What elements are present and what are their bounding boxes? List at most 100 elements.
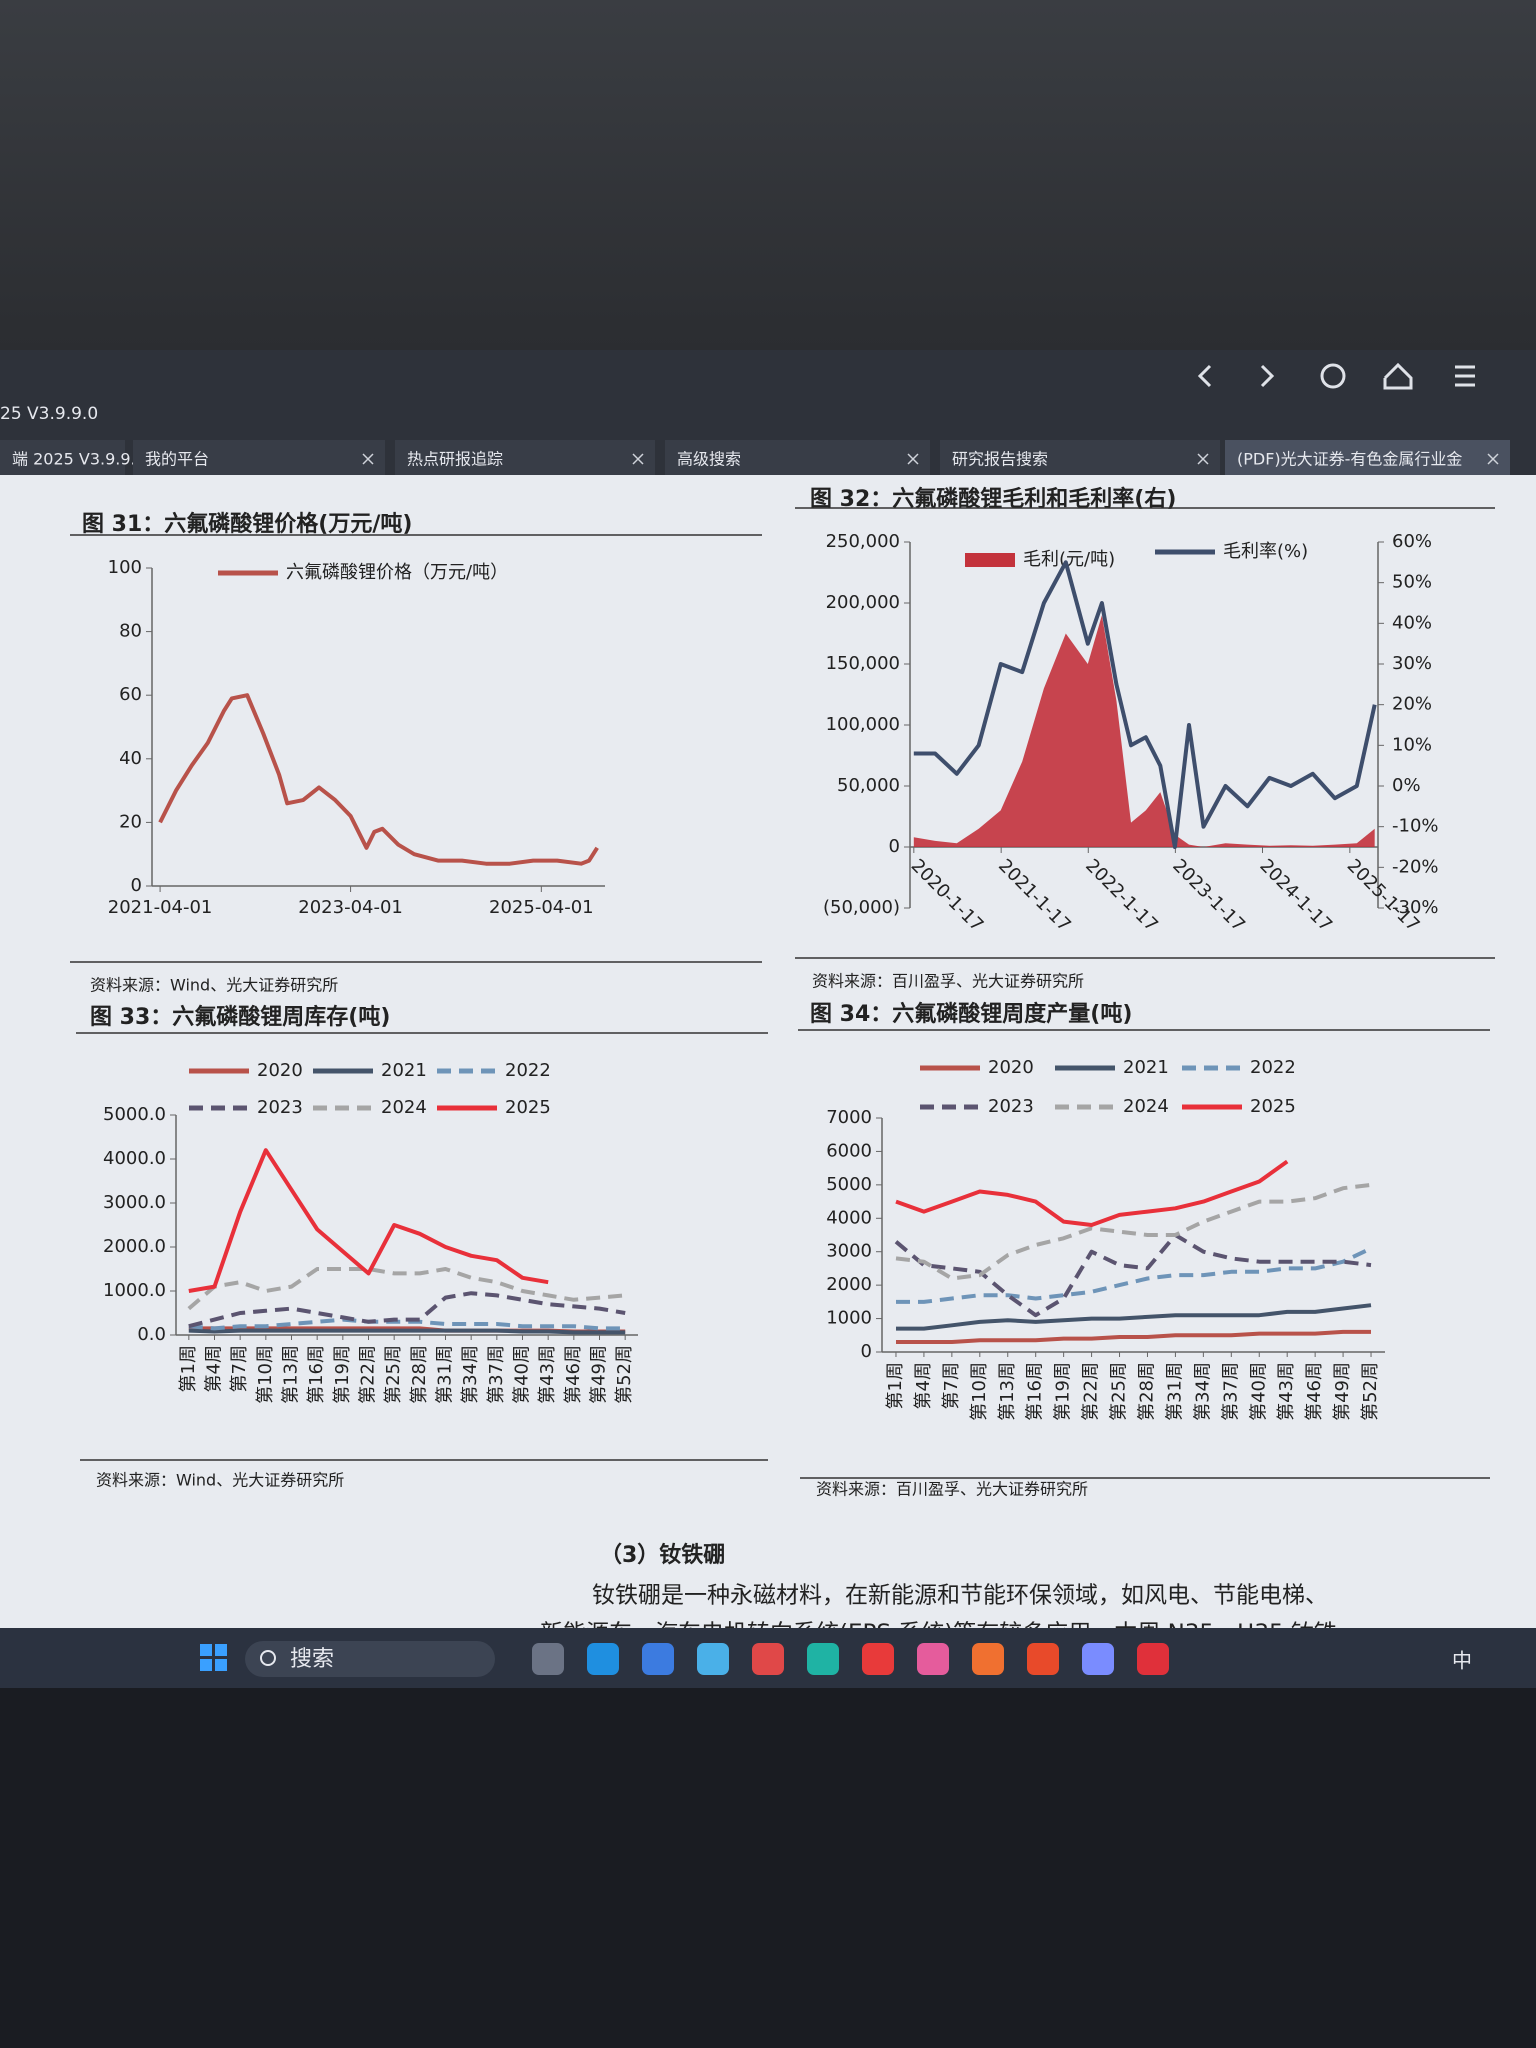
app-icon[interactable] — [862, 1643, 894, 1675]
keyboard-area — [0, 1688, 1536, 2048]
y2-tick-label: -20% — [1392, 856, 1439, 877]
x-tick-label: 第31周 — [1164, 1362, 1185, 1421]
x-tick-label: 第1周 — [178, 1345, 199, 1392]
x-tick-label: 第46周 — [563, 1345, 584, 1404]
forward-icon[interactable] — [1260, 364, 1275, 388]
tab[interactable] — [133, 440, 385, 476]
home-icon[interactable] — [1383, 362, 1413, 390]
y2-tick-label: 10% — [1392, 734, 1432, 755]
y-tick-label: 50,000 — [837, 775, 900, 796]
x-tick-label: 第1周 — [885, 1362, 906, 1409]
start-tile — [215, 1644, 227, 1656]
x-tick-label: 第40周 — [1248, 1362, 1269, 1421]
y2-tick-label: 40% — [1392, 612, 1432, 633]
line — [188, 1328, 626, 1335]
refresh-icon[interactable] — [1320, 363, 1346, 389]
chart-title: 图 33：六氟磷酸锂周库存(吨) — [90, 1004, 390, 1030]
app-icon[interactable] — [1082, 1643, 1114, 1675]
y-tick-label: 0 — [131, 875, 142, 896]
y-tick-label: 1000.0 — [103, 1280, 166, 1301]
app-icon[interactable] — [532, 1643, 564, 1675]
y-tick-label: (50,000) — [823, 897, 900, 918]
tab[interactable] — [0, 440, 125, 476]
y-tick-label: 5000 — [826, 1174, 872, 1195]
tab-close — [1487, 453, 1499, 465]
taskbar-apps — [532, 1643, 1169, 1675]
line — [187, 1267, 626, 1311]
x-tick-label: 第25周 — [1109, 1362, 1130, 1421]
app-icon[interactable] — [972, 1643, 1004, 1675]
chart-source: 资料来源：百川盈孚、光大证券研究所 — [812, 972, 1084, 991]
legend-label: 2020 — [257, 1060, 303, 1081]
tab[interactable] — [1225, 440, 1510, 476]
legend-label: 2024 — [1123, 1096, 1169, 1117]
start-tile — [200, 1644, 212, 1656]
app-icon[interactable] — [807, 1643, 839, 1675]
tab-label: 研究报告搜索 — [952, 450, 1048, 469]
y2-tick-label: -10% — [1392, 816, 1439, 837]
y-tick-label: 3000.0 — [103, 1192, 166, 1213]
y-tick-label: 3000 — [826, 1241, 872, 1262]
x-tick-label: 第34周 — [1192, 1362, 1213, 1421]
x-tick-label: 第52周 — [1360, 1362, 1381, 1421]
ime-indicator[interactable]: 中 — [1452, 1649, 1472, 1673]
y-tick-label: 1000 — [826, 1308, 872, 1329]
app-icon[interactable] — [1137, 1643, 1169, 1675]
start-button[interactable] — [200, 1644, 227, 1671]
y-tick-label: 0.0 — [137, 1324, 166, 1345]
y-tick-label: 40 — [119, 748, 142, 769]
legend-label: 六氟磷酸锂价格（万元/吨） — [286, 562, 508, 583]
legend-label: 毛利率(%) — [1223, 541, 1308, 562]
x-tick-label: 第4周 — [913, 1362, 934, 1409]
search-box[interactable] — [245, 1641, 495, 1677]
x-tick-label: 第10周 — [969, 1362, 990, 1421]
start-tile — [200, 1659, 212, 1671]
y-tick-label: 0 — [889, 836, 900, 857]
x-tick-label: 2023-04-01 — [298, 897, 403, 918]
tab[interactable] — [665, 440, 930, 476]
tab[interactable] — [395, 440, 655, 476]
x-tick-label: 第13周 — [281, 1345, 302, 1404]
app-icon[interactable] — [697, 1643, 729, 1675]
line — [188, 1317, 626, 1331]
menu-icon[interactable] — [1455, 365, 1475, 387]
y-tick-label: 20 — [119, 811, 142, 832]
tab-bar: 端 2025 V3.9.9.0 我的平台 热点研报追踪 高级搜索 研究报告搜索 (PDF)… — [0, 440, 1510, 476]
x-tick-label: 第13周 — [997, 1362, 1018, 1421]
tab-close — [362, 453, 374, 465]
tab-label: 端 2025 V3.9.9.0 — [12, 450, 146, 469]
area — [913, 615, 1375, 847]
line — [913, 560, 1377, 849]
x-tick-label: 2021-04-01 — [108, 897, 213, 918]
line — [188, 1291, 626, 1329]
app-icon[interactable] — [752, 1643, 784, 1675]
document — [0, 475, 1536, 1630]
legend-label: 2022 — [1250, 1057, 1296, 1078]
line — [895, 1159, 1289, 1227]
start-tile — [215, 1659, 227, 1671]
chart-source: 资料来源：Wind、光大证券研究所 — [96, 1471, 344, 1490]
legend-label: 2022 — [505, 1060, 551, 1081]
line — [894, 1233, 1372, 1318]
tab[interactable] — [940, 440, 1220, 476]
y-tick-label: 2000 — [826, 1274, 872, 1295]
app-icon[interactable] — [1027, 1643, 1059, 1675]
y-tick-label: 250,000 — [826, 531, 900, 552]
room-background — [0, 0, 1536, 350]
tab-close — [632, 453, 644, 465]
legend-label: 2023 — [257, 1097, 303, 1118]
tab-label: (PDF)光大证券-有色金属行业金 — [1237, 450, 1462, 469]
x-tick-label: 第25周 — [383, 1345, 404, 1404]
x-tick-label: 第22周 — [1081, 1362, 1102, 1421]
x-tick-label: 第16周 — [306, 1345, 327, 1404]
app-icon[interactable] — [587, 1643, 619, 1675]
x-tick-label: 第31周 — [435, 1345, 456, 1404]
x-tick-label: 第10周 — [255, 1345, 276, 1404]
y2-tick-label: 0% — [1392, 775, 1421, 796]
y-tick-label: 80 — [119, 621, 142, 642]
app-icon[interactable] — [642, 1643, 674, 1675]
back-icon[interactable] — [1197, 364, 1212, 388]
app-icon[interactable] — [917, 1643, 949, 1675]
legend-swatch — [965, 553, 1015, 567]
x-tick-label: 第7周 — [941, 1362, 962, 1409]
